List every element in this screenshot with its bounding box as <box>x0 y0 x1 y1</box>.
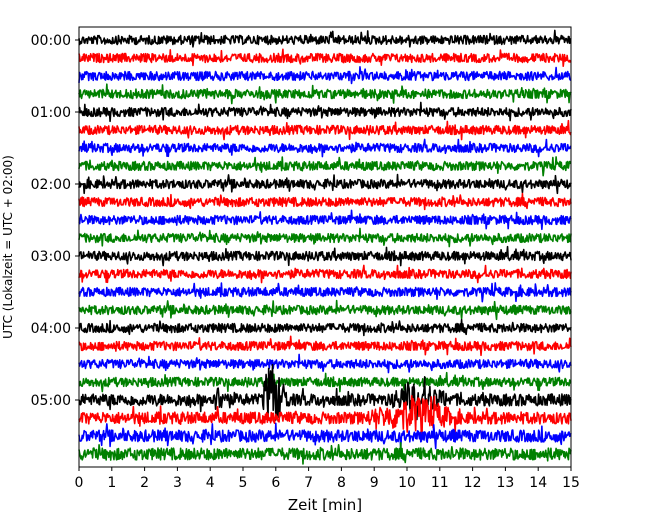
seismic-trace-17 <box>78 335 572 357</box>
seismic-trace-0 <box>78 29 572 48</box>
tick-group: 0 1 2 3 4 5 6 7 8 9 10 11 12 13 14 1500:0001:0002:0003:… <box>31 33 580 491</box>
x-axis-label: Zeit [min] <box>288 496 362 514</box>
x-tick-label: 11 <box>431 475 449 491</box>
seismic-trace-6 <box>78 138 572 158</box>
x-tick-label: 8 <box>337 475 346 491</box>
seismic-trace-23 <box>78 442 572 465</box>
x-tick-label: 9 <box>370 475 379 491</box>
seismic-trace-2 <box>78 66 572 85</box>
seismic-trace-4 <box>78 101 572 123</box>
x-tick-label: 0 <box>75 475 84 491</box>
seismic-trace-1 <box>78 48 572 68</box>
seismic-trace-16 <box>78 318 572 337</box>
y-tick-label: 02:00 <box>31 177 71 193</box>
x-tick-label: 10 <box>398 475 416 491</box>
seismic-trace-10 <box>78 209 572 231</box>
seismic-trace-22 <box>78 422 572 450</box>
seismic-trace-5 <box>78 119 572 141</box>
y-tick-label: 04:00 <box>31 321 71 337</box>
x-tick-label: 5 <box>239 475 248 491</box>
y-tick-label: 05:00 <box>31 393 71 409</box>
x-tick-label: 6 <box>271 475 280 491</box>
y-axis-label: UTC (Lokalzeit = UTC + 02:00) <box>1 155 15 339</box>
x-tick-label: 2 <box>140 475 149 491</box>
seismic-trace-9 <box>78 192 572 211</box>
seismic-trace-14 <box>78 282 572 303</box>
seismic-trace-3 <box>78 83 572 105</box>
y-tick-label: 03:00 <box>31 249 71 265</box>
plot-frame <box>78 26 572 468</box>
x-tick-label: 14 <box>529 475 547 491</box>
x-tick-label: 4 <box>206 475 215 491</box>
trace-group <box>78 29 572 465</box>
y-tick-label: 01:00 <box>31 105 71 121</box>
seismic-trace-15 <box>78 299 572 321</box>
x-tick-label: 3 <box>173 475 182 491</box>
x-tick-label: 13 <box>496 475 514 491</box>
x-tick-label: 12 <box>464 475 482 491</box>
seismic-trace-11 <box>78 227 572 248</box>
x-tick-label: 1 <box>107 475 116 491</box>
seismic-trace-7 <box>78 156 572 177</box>
seismic-trace-13 <box>78 264 572 284</box>
seismic-trace-12 <box>78 245 572 267</box>
seismic-trace-18 <box>78 353 572 374</box>
seismic-trace-8 <box>78 173 572 195</box>
seismic-trace-20 <box>78 363 572 421</box>
x-tick-label: 7 <box>304 475 313 491</box>
seismic-trace-21 <box>78 394 572 440</box>
x-tick-label: 15 <box>562 475 580 491</box>
y-tick-label: 00:00 <box>31 33 71 49</box>
seismic-trace-19 <box>78 371 572 393</box>
